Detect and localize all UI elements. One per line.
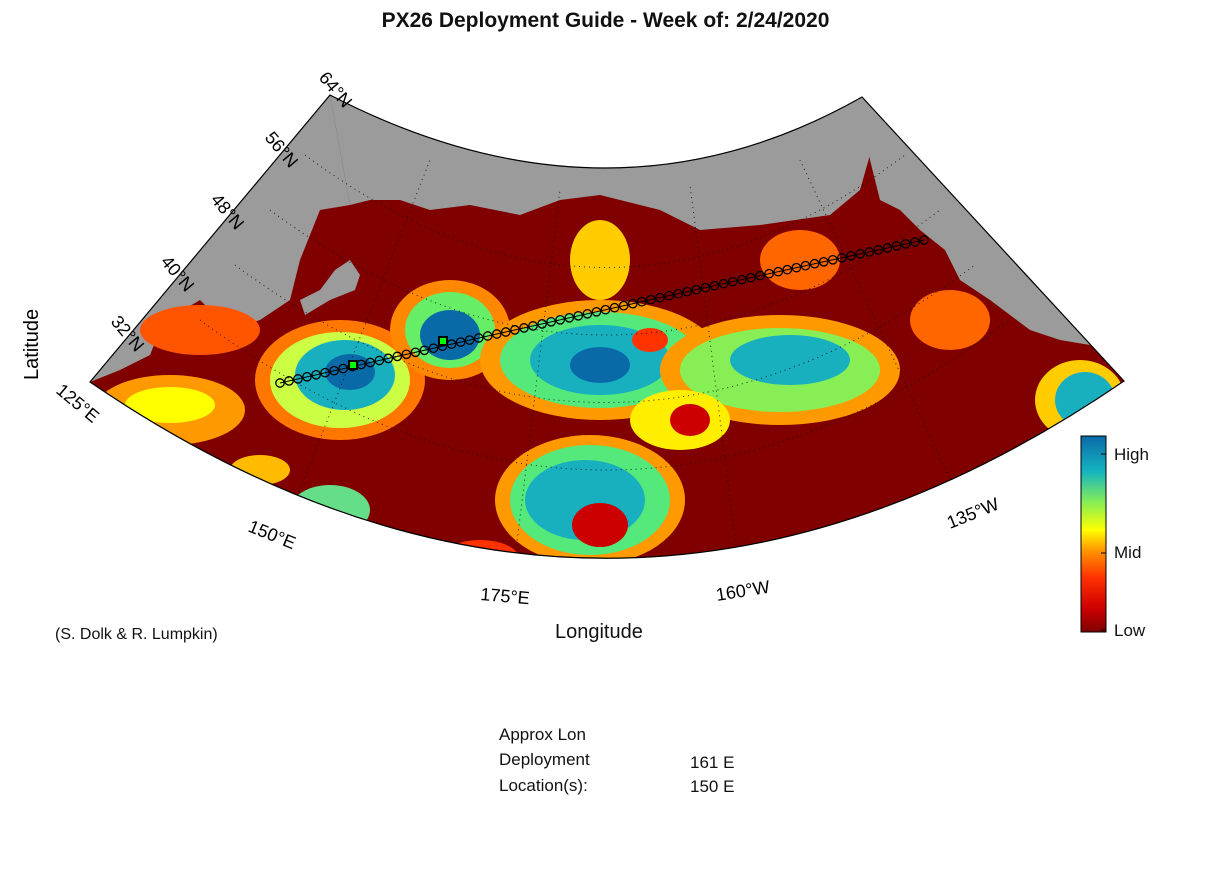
track-point: [718, 278, 729, 289]
lon-label: 150°E: [246, 516, 299, 553]
track-point: [746, 272, 756, 283]
lon-label: 160°W: [714, 577, 771, 605]
track-point: [627, 298, 638, 309]
track-point: [410, 347, 421, 358]
track-point: [646, 294, 656, 305]
track-point: [846, 250, 856, 261]
track-point: [510, 325, 520, 335]
track-point: [455, 337, 466, 347]
track-point: [600, 304, 611, 315]
track-point: [482, 331, 493, 341]
land-arctic: [330, 95, 880, 230]
track-point: [302, 371, 312, 382]
track-point: [736, 274, 747, 285]
deployment-location: 161 E: [690, 753, 735, 772]
track-point: [764, 268, 774, 279]
track-point: [919, 235, 929, 245]
track-point: [664, 290, 674, 301]
track-point: [428, 343, 439, 354]
track-point: [773, 266, 784, 277]
track-point: [464, 335, 475, 345]
track-point: [800, 260, 811, 271]
track-point: [673, 288, 684, 299]
track-point: [537, 319, 547, 329]
track-point: [500, 327, 511, 337]
track-point: [682, 286, 693, 297]
colorbar: [1080, 435, 1107, 633]
track-point: [855, 248, 866, 259]
land-japan: [300, 260, 360, 315]
track-point: [491, 329, 502, 339]
deployment-location: 150 E: [690, 777, 735, 796]
deployment-header: Approx Lon: [499, 725, 586, 744]
deployment-marker: [348, 360, 358, 370]
track-point: [782, 264, 793, 275]
track-point: [618, 300, 629, 311]
credit-text: (S. Dolk & R. Lumpkin): [55, 626, 218, 643]
track-point: [882, 243, 893, 253]
track-point: [873, 245, 884, 255]
track-point: [293, 374, 303, 384]
graticule: [199, 154, 1011, 559]
track-point: [700, 282, 711, 293]
track-point: [519, 323, 529, 333]
track-point: [284, 376, 294, 386]
deployment-marker: [438, 336, 448, 346]
track-point: [900, 239, 911, 249]
track-point: [320, 367, 330, 378]
track-point: [392, 351, 403, 362]
page-title: PX26 Deployment Guide - Week of: 2/24/20…: [381, 9, 830, 32]
track-point: [365, 357, 376, 368]
track-point: [582, 308, 593, 319]
track-line: [275, 235, 929, 388]
lon-label: 125°E: [52, 380, 103, 427]
track-point: [329, 365, 339, 376]
color-field: [95, 220, 1124, 559]
track-point: [473, 333, 484, 343]
track-point: [636, 296, 647, 307]
track-point: [374, 355, 385, 366]
colorbar-label-mid: Mid: [1114, 543, 1142, 562]
deployment-label-line2: Location(s):: [499, 776, 588, 795]
track-point: [837, 252, 847, 263]
colorbar-label-high: High: [1114, 445, 1149, 464]
track-point: [338, 363, 348, 374]
colorbar-label-low: Low: [1114, 621, 1146, 640]
track-point: [383, 353, 394, 364]
track-point: [891, 241, 902, 251]
track-point: [709, 280, 720, 291]
track-point: [691, 284, 702, 295]
track-point: [809, 258, 820, 269]
track-point: [573, 310, 584, 321]
track-point: [755, 270, 765, 281]
deployment-label-line1: Deployment: [499, 750, 590, 769]
track-point: [655, 292, 665, 303]
track-point: [275, 378, 285, 388]
track-point: [609, 302, 620, 313]
lon-label: 135°W: [944, 494, 1002, 533]
track-point: [546, 316, 556, 327]
track-point: [727, 276, 738, 287]
track-point: [910, 237, 920, 247]
track-point: [591, 306, 602, 317]
track-point: [555, 314, 566, 325]
track-point: [827, 254, 838, 265]
track-point: [419, 345, 430, 356]
y-axis-label: Latitude: [21, 309, 43, 380]
track-point: [311, 369, 321, 380]
track-point: [864, 247, 875, 257]
track-point: [528, 321, 538, 331]
track-point: [818, 256, 829, 267]
lon-label: 175°E: [480, 584, 531, 608]
map-frame: [89, 94, 1125, 559]
x-axis-label: Longitude: [555, 621, 643, 643]
track-point: [401, 349, 412, 360]
track-point: [564, 312, 575, 323]
track-point: [791, 262, 802, 273]
